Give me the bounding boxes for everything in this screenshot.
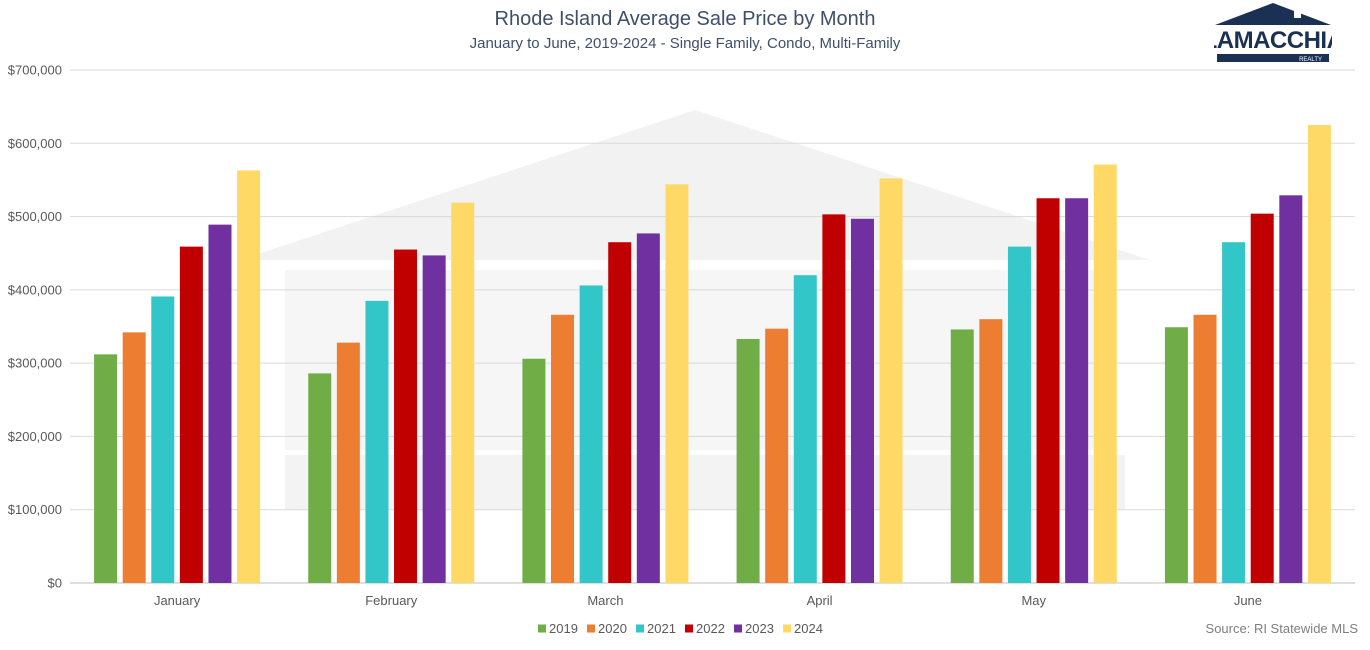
bar-2020-february	[336, 342, 360, 583]
bar-2020-january	[122, 332, 146, 583]
legend: 2019 2020 2021 2022 2023 2024	[538, 621, 823, 636]
bar-2020-april	[765, 328, 789, 583]
legend-swatch-2022	[685, 624, 693, 633]
legend-label-2019: 2019	[549, 621, 578, 636]
x-tick-label: May	[1021, 593, 1046, 608]
y-tick-label: $300,000	[8, 356, 62, 371]
bar-2023-january	[208, 224, 232, 583]
bar-2023-february	[422, 255, 446, 584]
lamacchia-logo: LAMACCHIA REALTY	[1214, 2, 1332, 64]
legend-swatch-2019	[538, 624, 546, 633]
bar-2021-march	[579, 285, 603, 583]
bar-2022-april	[822, 214, 846, 583]
y-tick-label: $700,000	[8, 63, 62, 78]
bar-2019-april	[736, 338, 760, 583]
legend-label-2024: 2024	[794, 621, 823, 636]
y-tick-label: $400,000	[8, 282, 62, 297]
x-tick-label: April	[807, 593, 833, 608]
legend-swatch-2021	[636, 624, 644, 633]
legend-label-2021: 2021	[647, 621, 676, 636]
bar-2022-june	[1250, 213, 1274, 583]
bar-2024-april	[879, 178, 903, 583]
legend-swatch-2023	[734, 624, 742, 633]
bar-2023-may	[1065, 198, 1089, 583]
bar-2023-march	[636, 233, 660, 584]
bars	[94, 124, 1331, 584]
bar-2020-march	[551, 314, 575, 583]
y-tick-label: $100,000	[8, 502, 62, 517]
bar-2021-january	[151, 296, 175, 583]
y-tick-label: $600,000	[8, 136, 62, 151]
x-tick-label: February	[365, 593, 418, 608]
bar-2021-april	[793, 275, 817, 583]
bar-2019-march	[522, 358, 546, 583]
bar-2022-january	[179, 246, 203, 583]
x-tick-label: June	[1234, 593, 1262, 608]
y-tick-label: $200,000	[8, 429, 62, 444]
chart-subtitle: January to June, 2019-2024 - Single Fami…	[469, 35, 901, 52]
bar-2022-march	[608, 242, 632, 583]
bar-2022-february	[394, 249, 418, 584]
source-note: Source: RI Statewide MLS	[1205, 621, 1358, 636]
bar-2021-june	[1222, 242, 1246, 583]
x-tick-label: March	[587, 593, 623, 608]
grid-lines	[70, 69, 1355, 584]
bar-2024-june	[1307, 124, 1331, 583]
bar-2021-february	[365, 300, 389, 583]
bar-2023-june	[1279, 195, 1303, 583]
legend-label-2022: 2022	[696, 621, 725, 636]
bar-2022-may	[1036, 198, 1060, 583]
logo-subname: REALTY	[1299, 57, 1322, 63]
x-tick-label: January	[154, 593, 201, 608]
bar-2024-february	[451, 202, 475, 583]
bar-2024-january	[237, 170, 261, 583]
y-tick-label: $500,000	[8, 209, 62, 224]
bar-2020-may	[979, 319, 1003, 583]
bar-2020-june	[1193, 314, 1217, 583]
bar-2024-may	[1093, 164, 1117, 583]
chart-title: Rhode Island Average Sale Price by Month	[494, 8, 876, 30]
legend-swatch-2020	[587, 624, 595, 633]
bar-2021-may	[1007, 246, 1031, 583]
legend-label-2023: 2023	[745, 621, 774, 636]
bar-2024-march	[665, 184, 689, 583]
y-axis-ticks: $0 $100,000 $200,000 $300,000 $400,000 $500,0…	[8, 63, 62, 591]
bar-2019-june	[1164, 327, 1188, 583]
logo-wordmark: LAMACCHIA	[1214, 27, 1332, 54]
legend-swatch-2024	[783, 624, 791, 633]
legend-label-2020: 2020	[598, 621, 627, 636]
y-tick-label: $0	[48, 576, 62, 591]
bar-2019-january	[94, 354, 118, 583]
bar-2023-april	[850, 218, 874, 583]
bar-2019-may	[950, 329, 974, 583]
x-axis-ticks: January February March April May June	[154, 593, 1262, 608]
bar-2019-february	[308, 373, 332, 583]
